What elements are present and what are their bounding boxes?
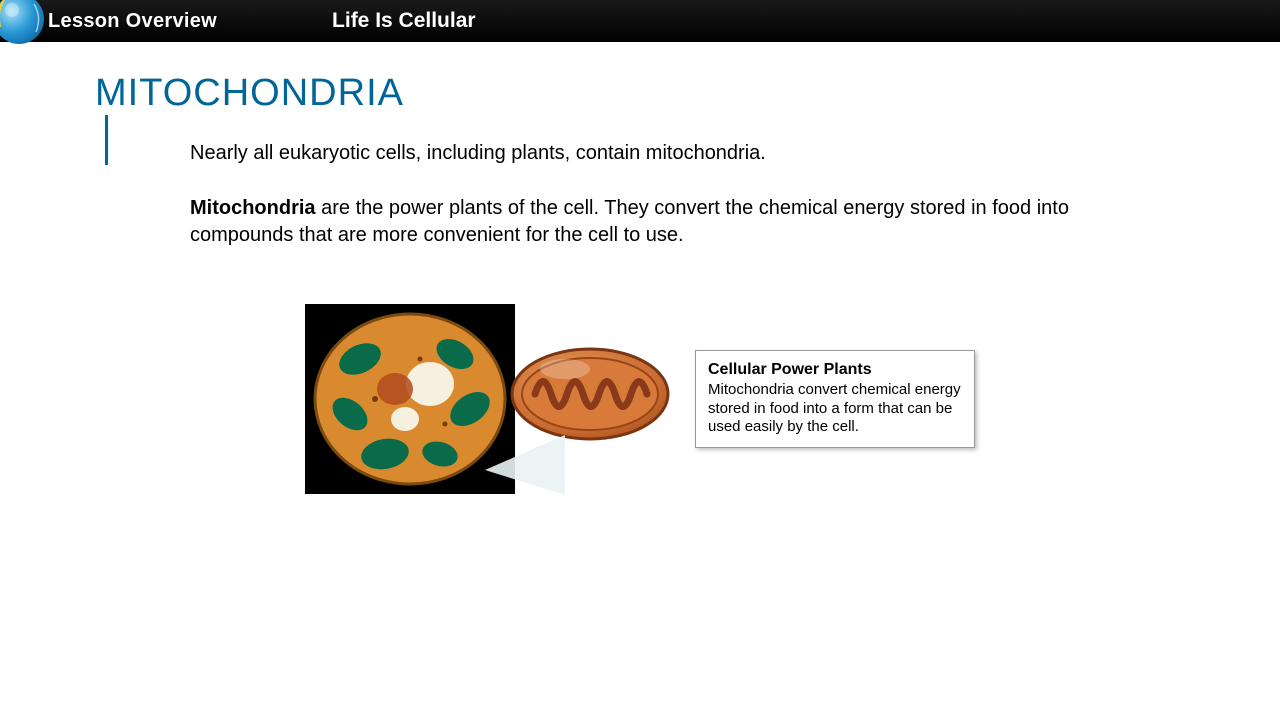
callout-pointer-icon	[480, 420, 570, 510]
logo-orb-icon	[0, 0, 47, 47]
chapter-title: Life Is Cellular	[332, 9, 476, 33]
callout-box: Cellular Power Plants Mitochondria conve…	[695, 350, 975, 448]
title-accent-rule	[105, 115, 108, 165]
lesson-overview-label: Lesson Overview	[48, 10, 217, 33]
paragraph-2: Mitochondria are the power plants of the…	[190, 195, 1160, 249]
callout-title: Cellular Power Plants	[708, 361, 962, 379]
figure-row: Cellular Power Plants Mitochondria conve…	[0, 304, 1280, 494]
header-bar: Lesson Overview Life Is Cellular	[0, 0, 1280, 42]
slide-title: MITOCHONDRIA	[95, 72, 1280, 115]
callout-body: Mitochondria convert chemical energy sto…	[708, 381, 962, 437]
body-text-block: Nearly all eukaryotic cells, including p…	[190, 140, 1160, 249]
paragraph-1: Nearly all eukaryotic cells, including p…	[190, 140, 1160, 167]
bold-term: Mitochondria	[190, 197, 316, 219]
